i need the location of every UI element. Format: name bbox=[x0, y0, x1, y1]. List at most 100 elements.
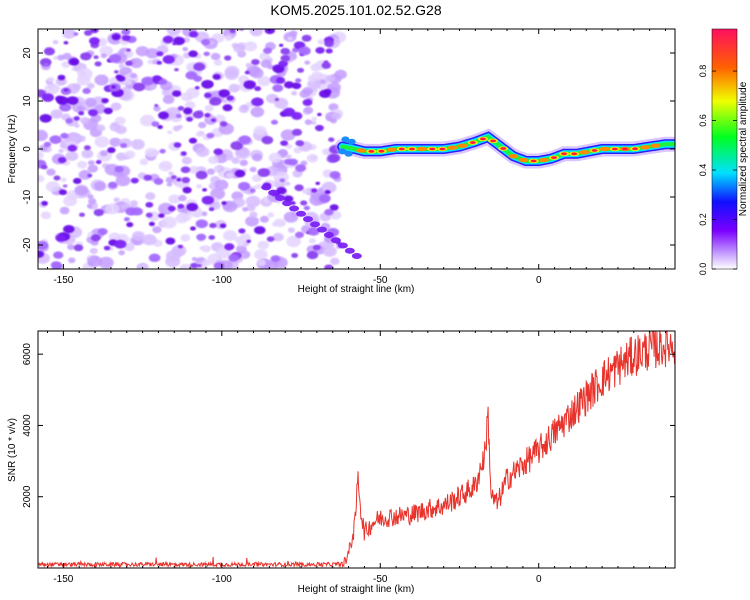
noise-speckle bbox=[58, 148, 64, 153]
signal-peak bbox=[439, 147, 446, 151]
noise-speckle bbox=[77, 160, 88, 169]
noise-blob bbox=[204, 113, 211, 118]
colorbar-label: Normalized spectral amplitude bbox=[738, 81, 749, 216]
noise-speckle bbox=[168, 194, 181, 204]
noise-speckle bbox=[214, 114, 226, 124]
noise-blob bbox=[314, 124, 324, 132]
noise-blob bbox=[221, 201, 227, 205]
noise-blob bbox=[95, 160, 102, 165]
noise-speckle bbox=[113, 197, 120, 203]
noise-blob bbox=[145, 212, 153, 218]
noise-speckle bbox=[145, 192, 156, 201]
noise-blob bbox=[195, 219, 208, 229]
noise-speckle bbox=[237, 240, 245, 247]
noise-speckle bbox=[168, 171, 174, 176]
noise-speckle bbox=[125, 79, 132, 85]
noise-speckle bbox=[114, 116, 126, 125]
noise-speckle bbox=[256, 259, 266, 267]
noise-blob bbox=[41, 164, 48, 170]
snr-x-tick-label: -150 bbox=[53, 574, 73, 585]
noise-speckle bbox=[66, 244, 75, 250]
noise-speckle bbox=[179, 263, 193, 269]
snr-x-tick-label: -100 bbox=[212, 574, 232, 585]
noise-blob bbox=[291, 128, 303, 136]
signal-peak bbox=[408, 147, 415, 151]
noise-blob bbox=[251, 97, 264, 107]
signal-onset-blob bbox=[347, 138, 356, 145]
noise-blob bbox=[121, 29, 131, 36]
noise-blob bbox=[272, 84, 284, 93]
noise-blob bbox=[80, 52, 92, 61]
noise-speckle bbox=[87, 255, 103, 268]
noise-speckle bbox=[322, 245, 337, 257]
noise-speckle bbox=[213, 166, 220, 171]
noise-speckle bbox=[206, 168, 215, 175]
noise-speckle bbox=[249, 211, 258, 218]
noise-blob bbox=[143, 174, 153, 181]
colorbar-tick-label: 0.0 bbox=[698, 263, 708, 276]
noise-blob bbox=[254, 86, 262, 92]
noise-blob bbox=[107, 147, 116, 154]
noise-speckle bbox=[302, 188, 309, 194]
noise-blob bbox=[73, 116, 80, 121]
snr-y-tick-label: 6000 bbox=[22, 343, 33, 366]
noise-speckle bbox=[317, 39, 325, 45]
noise-blob bbox=[57, 156, 67, 164]
noise-blob bbox=[158, 213, 165, 218]
noise-speckle bbox=[139, 158, 149, 166]
noise-blob bbox=[176, 177, 182, 182]
noise-speckle bbox=[252, 153, 263, 162]
noise-blob bbox=[311, 188, 318, 193]
noise-blob bbox=[201, 79, 214, 89]
snr-panel: -150 -100 -50 0 2000 4000 6000 Height of strai… bbox=[7, 330, 676, 595]
noise-blob bbox=[165, 237, 176, 245]
noise-speckle bbox=[115, 174, 131, 187]
noise-blob bbox=[67, 144, 78, 152]
noise-speckle bbox=[283, 211, 299, 223]
noise-blob bbox=[126, 48, 131, 52]
noise-speckle bbox=[251, 174, 262, 183]
noise-speckle bbox=[311, 116, 318, 122]
noise-blob bbox=[180, 151, 187, 156]
noise-streak bbox=[337, 242, 348, 249]
noise-blob bbox=[59, 102, 72, 112]
noise-blob bbox=[93, 55, 99, 60]
noise-speckle bbox=[129, 57, 143, 69]
noise-blob bbox=[182, 186, 192, 194]
noise-blob bbox=[315, 46, 325, 54]
snr-y-tick-label: 2000 bbox=[22, 485, 33, 508]
noise-streak bbox=[296, 210, 307, 217]
noise-speckle bbox=[304, 119, 313, 126]
noise-blob bbox=[175, 114, 182, 119]
signal-hotspot bbox=[447, 145, 458, 150]
noise-blob bbox=[78, 111, 85, 116]
noise-blob bbox=[295, 78, 302, 83]
noise-speckle bbox=[61, 61, 71, 69]
noise-blob bbox=[288, 158, 298, 166]
noise-blob bbox=[195, 170, 208, 180]
snr-x-axis-label: Height of straight line (km) bbox=[298, 584, 415, 595]
noise-blob bbox=[321, 61, 332, 69]
noise-blob bbox=[204, 92, 212, 99]
noise-blob bbox=[192, 110, 204, 119]
noise-speckle bbox=[331, 112, 342, 121]
colorbar: 0.0 0.2 0.4 0.6 0.8 Normalized spectral ampl… bbox=[698, 28, 749, 276]
snr-series-line bbox=[38, 331, 675, 568]
noise-speckle bbox=[120, 204, 127, 209]
noise-speckle bbox=[243, 41, 258, 52]
noise-speckle bbox=[213, 59, 223, 66]
noise-speckle bbox=[287, 227, 295, 233]
noise-blob bbox=[82, 87, 91, 95]
noise-speckle bbox=[76, 105, 83, 111]
noise-blob bbox=[278, 43, 284, 47]
noise-blob bbox=[62, 184, 68, 188]
noise-blob bbox=[295, 140, 305, 147]
noise-speckle bbox=[47, 76, 55, 83]
noise-speckle bbox=[188, 165, 200, 174]
noise-speckle bbox=[100, 53, 107, 59]
noise-speckle bbox=[226, 172, 234, 179]
signal-peak bbox=[398, 147, 405, 151]
noise-speckle bbox=[139, 114, 155, 127]
noise-speckle bbox=[59, 143, 68, 149]
noise-blob bbox=[263, 47, 273, 54]
